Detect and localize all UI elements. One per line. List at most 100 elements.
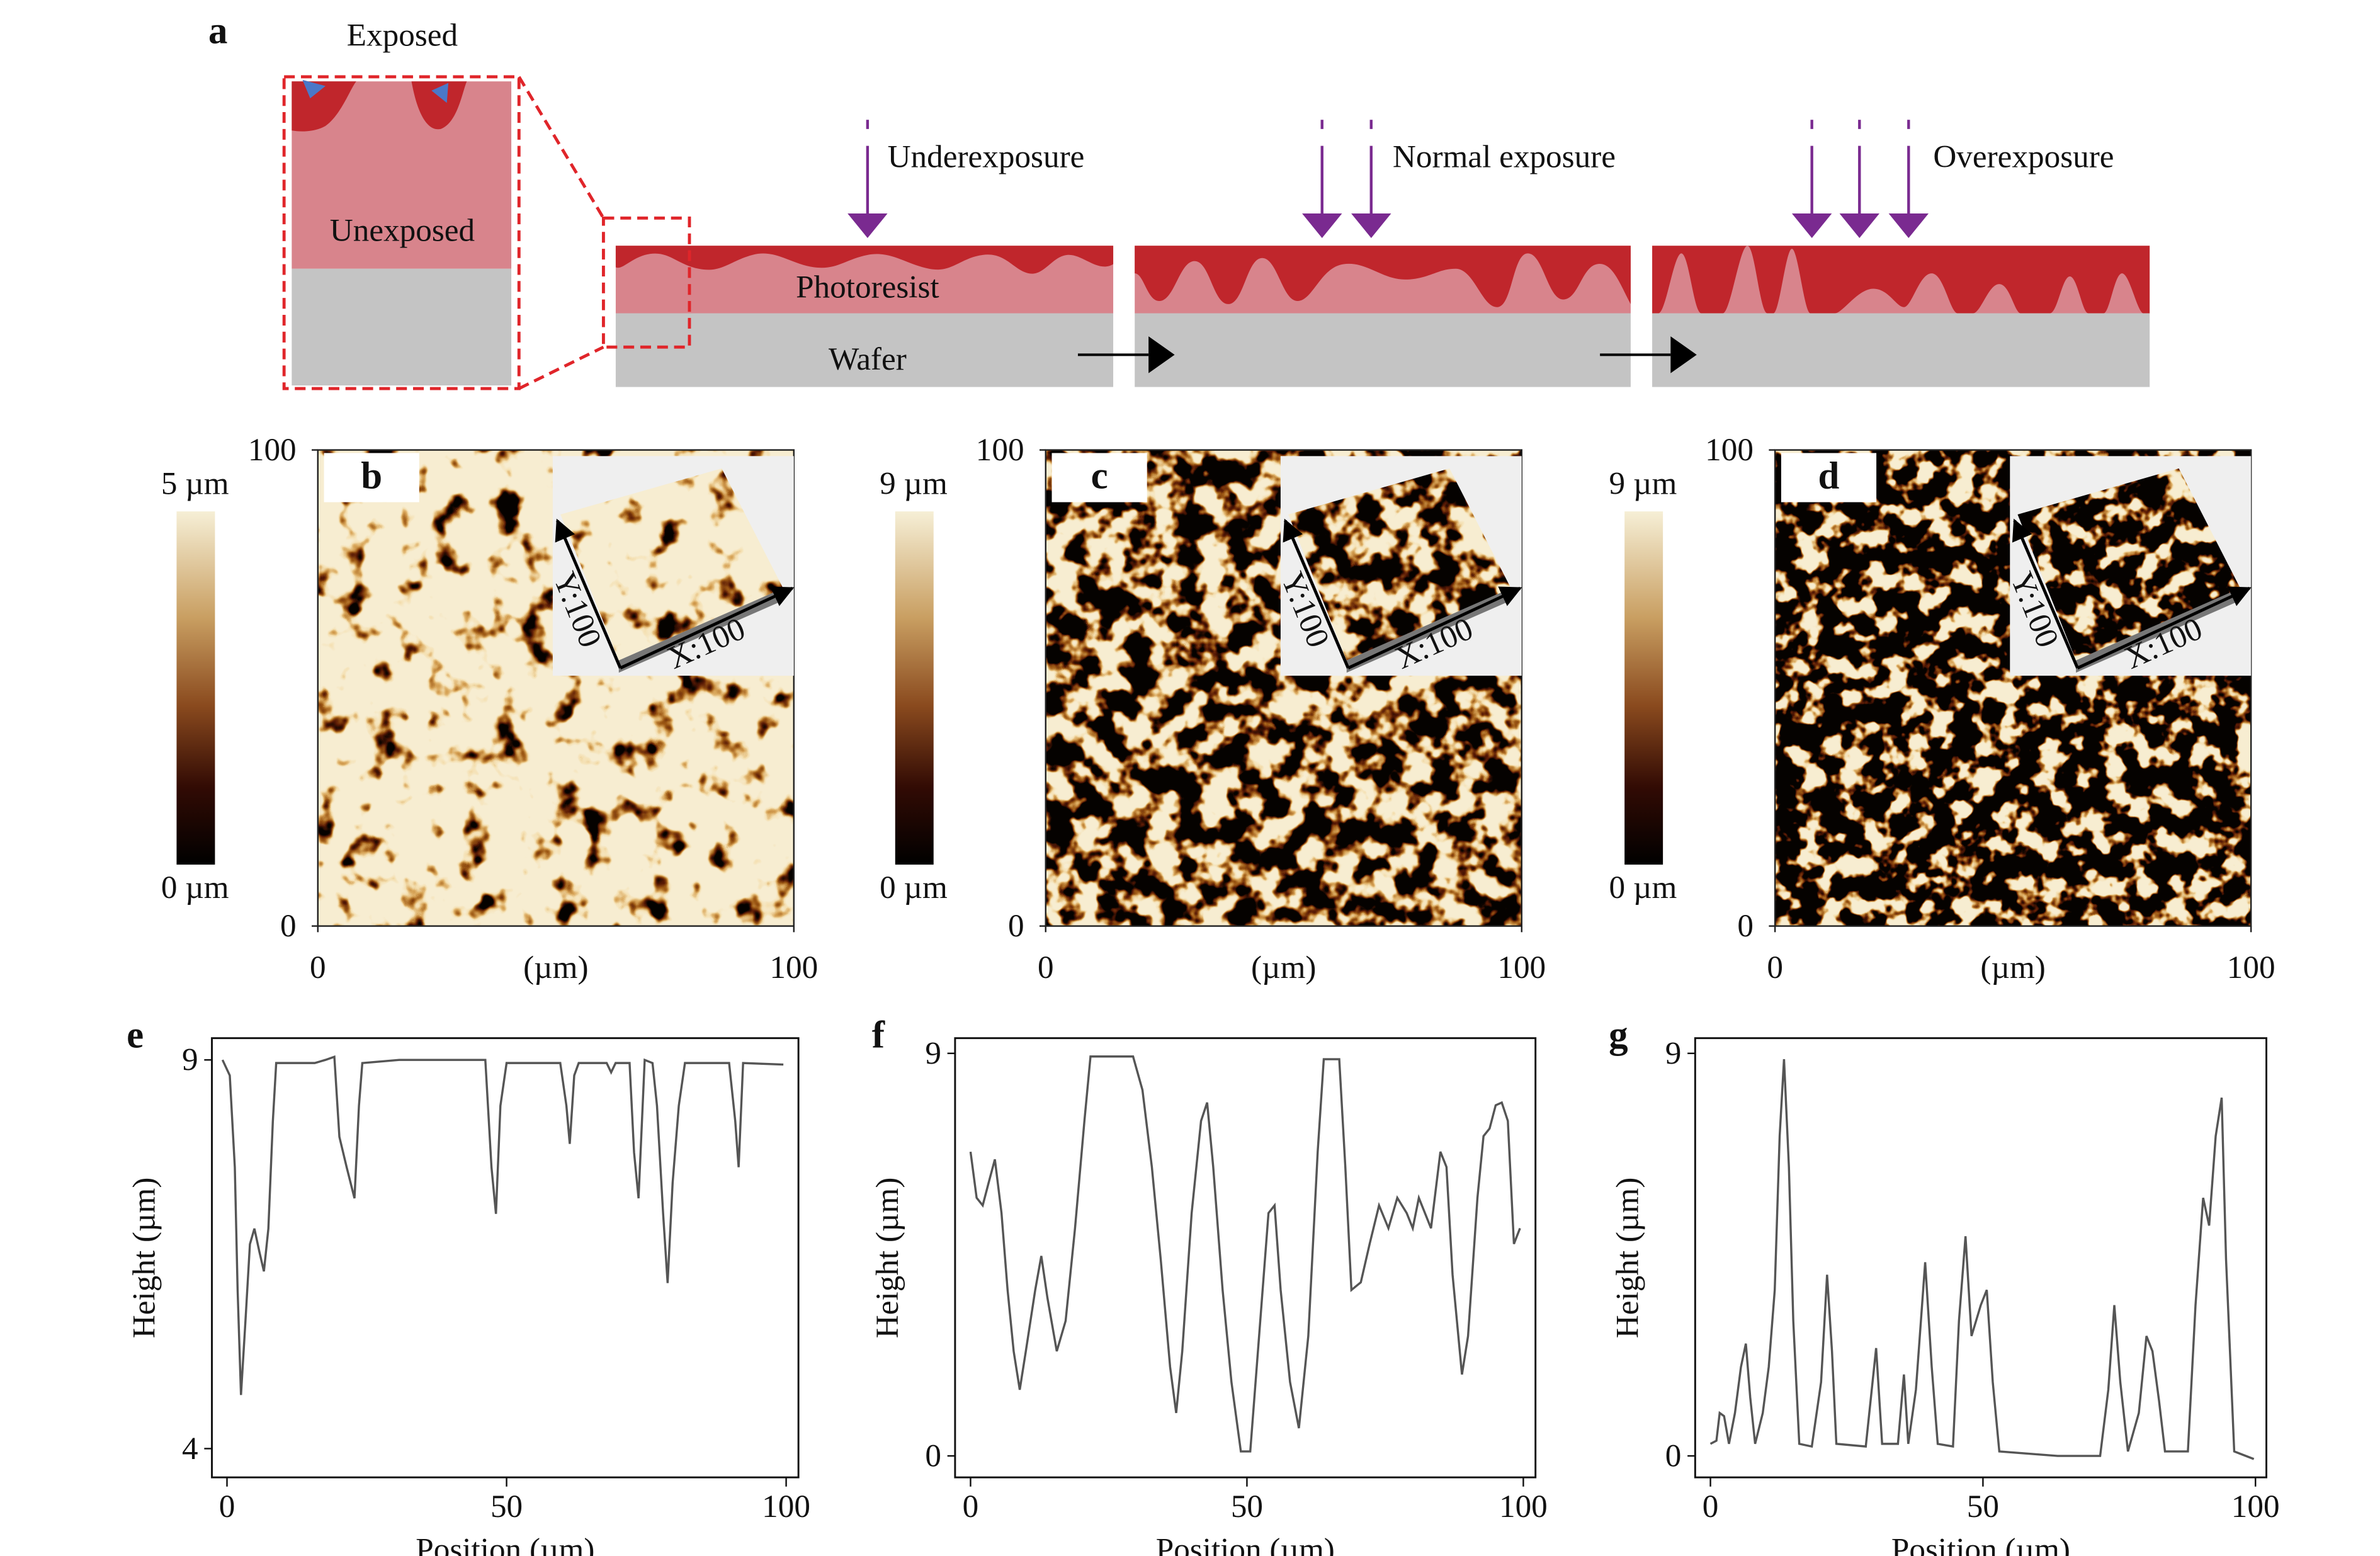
y-tick-label: 100 xyxy=(976,432,1024,468)
wafer-layer xyxy=(615,313,1114,387)
panel-letter: c xyxy=(1091,455,1108,497)
x-tick-label: 100 xyxy=(2231,1489,2280,1525)
inset-axis xyxy=(1347,586,1522,670)
y-tick-label: 0 xyxy=(280,908,297,944)
x-tick-label: 0 xyxy=(1767,950,1783,985)
unexposed-label: Unexposed xyxy=(330,212,475,248)
y-tick-label: 9 xyxy=(182,1042,198,1078)
panel-letter: b xyxy=(361,455,382,497)
y-tick-label: 0 xyxy=(925,1438,941,1474)
afm-panel: Y:100 X:100 c 9 µm 0 µm 0 100 0 100 (µm) xyxy=(880,432,1546,985)
exposed-label: Exposed xyxy=(347,18,458,54)
inset-surface xyxy=(1288,468,1511,661)
exposure-label: Underexposure xyxy=(888,139,1085,174)
line-chart: f Height (µm) Position (µm) 0 50 100 0 9 xyxy=(870,1014,1548,1556)
profile-line xyxy=(221,1055,784,1395)
y-tick-label: 9 xyxy=(925,1035,941,1071)
colorbar xyxy=(176,511,215,865)
y-axis-label: Height (µm) xyxy=(127,1178,162,1339)
colorbar-max-label: 9 µm xyxy=(880,466,948,502)
y-axis-label: Height (µm) xyxy=(1610,1178,1646,1339)
panel-letter: g xyxy=(1609,1014,1628,1056)
photoresist-label: Photoresist xyxy=(796,270,939,305)
colorbar xyxy=(895,511,934,865)
map-frame xyxy=(1045,449,1522,927)
panel-letter: a xyxy=(208,9,227,52)
map-frame xyxy=(317,449,795,927)
x-axis-label: (µm) xyxy=(1980,950,2045,985)
y-tick-label: 0 xyxy=(1665,1438,1682,1474)
y-tick-label: 0 xyxy=(1008,908,1024,944)
letter-box xyxy=(324,453,419,503)
wafer-label: Wafer xyxy=(829,341,907,377)
exposed-layer xyxy=(1135,246,1631,307)
wafer-layer xyxy=(1652,313,2150,387)
inset-axis xyxy=(555,518,622,669)
plot-frame xyxy=(954,1037,1537,1479)
x-tick-label: 100 xyxy=(1497,950,1546,985)
plot-frame xyxy=(1694,1037,2267,1479)
y-tick-label: 100 xyxy=(248,432,297,468)
panel-letter: d xyxy=(1818,455,1840,497)
exposed-layer xyxy=(615,246,1114,274)
inset-3d: Y:100 X:100 xyxy=(546,456,795,676)
profile-line xyxy=(1709,1059,2255,1460)
exposed-region xyxy=(292,81,467,132)
x-tick-label: 100 xyxy=(2227,950,2275,985)
x-axis-label: (µm) xyxy=(1251,950,1316,985)
inset-surface xyxy=(560,468,783,661)
exposure-label: Overexposure xyxy=(1933,139,2114,174)
plot-frame xyxy=(211,1037,800,1479)
x-tick-label: 50 xyxy=(1231,1489,1263,1525)
inset-axis xyxy=(1283,518,1350,669)
inset-axis xyxy=(2077,586,2252,670)
exposure-arrows xyxy=(847,120,1929,239)
zoom-wafer xyxy=(292,268,512,386)
x-tick-label: 0 xyxy=(1038,950,1054,985)
x-tick-label: 50 xyxy=(1967,1489,1999,1525)
x-axis-label: Position (µm) xyxy=(1891,1531,2070,1556)
x-tick-label: 0 xyxy=(310,950,326,985)
inset-axis xyxy=(2012,518,2079,669)
x-axis-label: Position (µm) xyxy=(1156,1531,1335,1556)
colorbar-min-label: 0 µm xyxy=(161,870,229,906)
x-tick-label: 0 xyxy=(963,1489,979,1525)
inset-3d: Y:100 X:100 xyxy=(1274,456,1522,676)
inset-3d: Y:100 X:100 xyxy=(2003,456,2252,676)
panel-letter: f xyxy=(872,1014,885,1056)
colorbar-min-label: 0 µm xyxy=(1609,870,1677,906)
inset-surface xyxy=(2017,468,2241,661)
panel-letter: e xyxy=(127,1014,144,1056)
x-tick-label: 100 xyxy=(769,950,818,985)
line-chart: g Height (µm) Position (µm) 0 50 100 0 9 xyxy=(1609,1014,2279,1556)
colorbar xyxy=(1624,511,1663,865)
x-tick-label: 100 xyxy=(1499,1489,1548,1525)
zoom-source xyxy=(601,216,691,349)
y-tick-label: 0 xyxy=(1737,908,1754,944)
exposure-label: Normal exposure xyxy=(1393,139,1616,174)
x-tick-label: 0 xyxy=(1703,1489,1719,1525)
x-tick-label: 100 xyxy=(762,1489,810,1525)
letter-box xyxy=(1051,453,1147,503)
line-chart: e Height (µm) Position (µm) 0 50 100 4 9 xyxy=(127,1014,810,1556)
afm-panel: Y:100 X:100 d 9 µm 0 µm 0 100 0 100 (µm) xyxy=(1609,432,2275,985)
colorbar-max-label: 5 µm xyxy=(161,466,229,502)
y-tick-label: 4 xyxy=(182,1431,198,1467)
zoom-connector xyxy=(518,76,605,390)
afm-panel: Y:100 X:100 b 5 µm 0 µm 0 100 0 100 (µm) xyxy=(161,432,818,985)
x-tick-label: 0 xyxy=(219,1489,235,1525)
colorbar-min-label: 0 µm xyxy=(880,870,948,906)
y-tick-label: 100 xyxy=(1705,432,1754,468)
x-axis-label: (µm) xyxy=(523,950,588,985)
profile-line xyxy=(969,1055,1521,1453)
x-tick-label: 50 xyxy=(490,1489,523,1525)
colorbar-max-label: 9 µm xyxy=(1609,466,1677,502)
map-frame xyxy=(1774,449,2252,927)
inset-axis xyxy=(620,586,795,670)
x-axis-label: Position (µm) xyxy=(416,1531,594,1556)
y-tick-label: 9 xyxy=(1665,1035,1682,1071)
panel-a: a Exposed Unexposed Photoresist Wafer xyxy=(208,9,2150,390)
letter-box xyxy=(1781,453,1877,503)
